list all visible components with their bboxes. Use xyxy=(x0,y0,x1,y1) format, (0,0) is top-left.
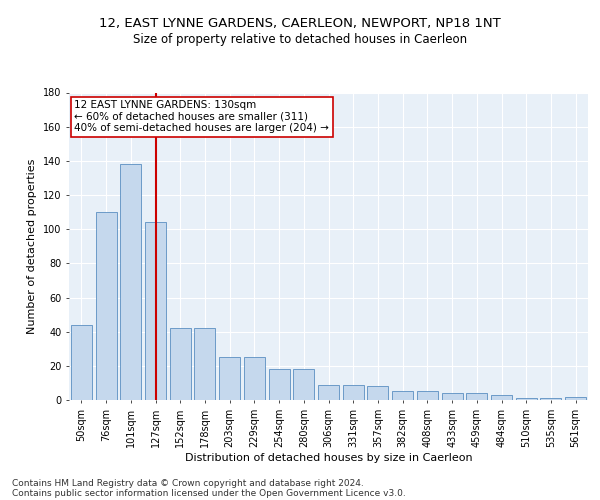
Bar xyxy=(120,164,141,400)
Bar xyxy=(219,358,240,400)
Bar xyxy=(269,369,290,400)
Bar xyxy=(194,328,215,400)
Bar xyxy=(367,386,388,400)
Bar xyxy=(541,398,562,400)
Bar xyxy=(95,212,116,400)
Bar xyxy=(516,398,537,400)
Bar xyxy=(392,392,413,400)
Text: Size of property relative to detached houses in Caerleon: Size of property relative to detached ho… xyxy=(133,32,467,46)
Bar xyxy=(491,395,512,400)
Text: Contains public sector information licensed under the Open Government Licence v3: Contains public sector information licen… xyxy=(12,488,406,498)
Bar xyxy=(318,384,339,400)
Bar xyxy=(417,392,438,400)
Text: 12, EAST LYNNE GARDENS, CAERLEON, NEWPORT, NP18 1NT: 12, EAST LYNNE GARDENS, CAERLEON, NEWPOR… xyxy=(99,18,501,30)
Y-axis label: Number of detached properties: Number of detached properties xyxy=(28,158,37,334)
Bar xyxy=(293,369,314,400)
Bar xyxy=(170,328,191,400)
Bar xyxy=(71,325,92,400)
Bar xyxy=(466,393,487,400)
X-axis label: Distribution of detached houses by size in Caerleon: Distribution of detached houses by size … xyxy=(185,452,472,462)
Text: Contains HM Land Registry data © Crown copyright and database right 2024.: Contains HM Land Registry data © Crown c… xyxy=(12,478,364,488)
Bar xyxy=(244,358,265,400)
Bar xyxy=(145,222,166,400)
Text: 12 EAST LYNNE GARDENS: 130sqm
← 60% of detached houses are smaller (311)
40% of : 12 EAST LYNNE GARDENS: 130sqm ← 60% of d… xyxy=(74,100,329,134)
Bar xyxy=(343,384,364,400)
Bar xyxy=(442,393,463,400)
Bar xyxy=(565,396,586,400)
